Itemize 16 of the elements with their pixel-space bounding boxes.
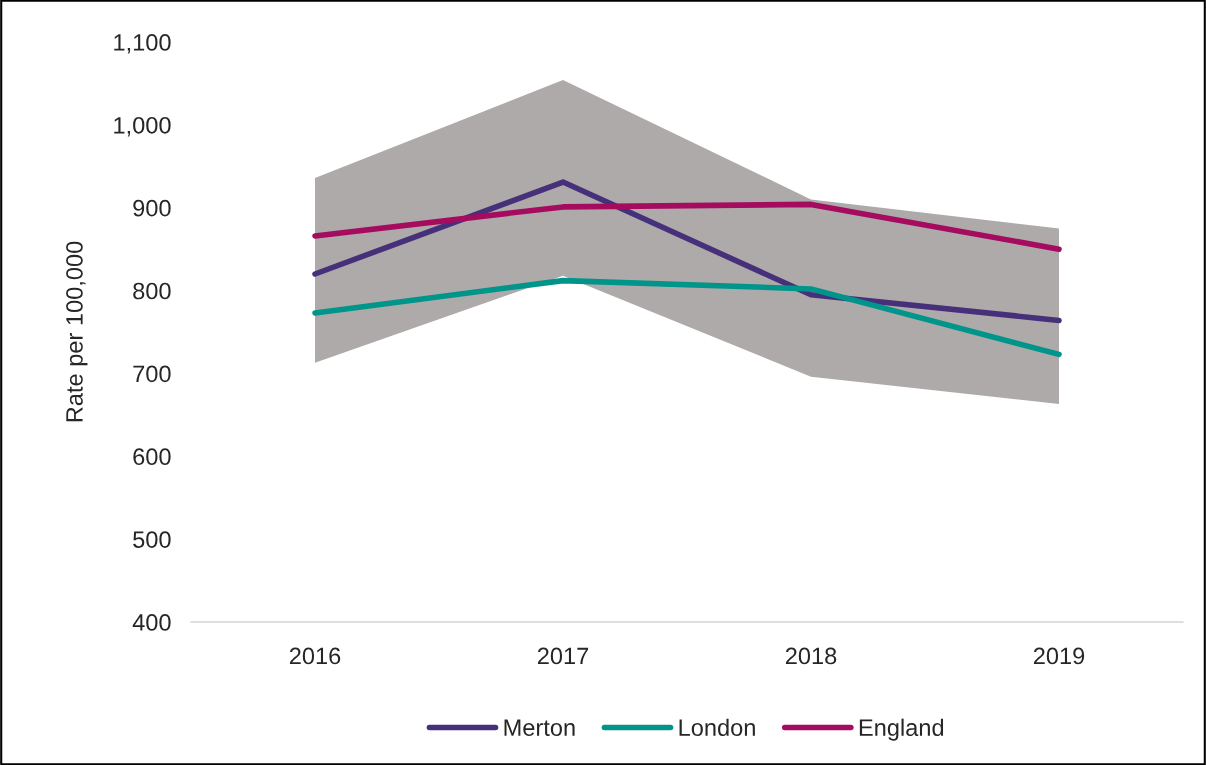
x-tick-label: 2019 xyxy=(1033,647,1085,665)
y-tick-label: 1,000 xyxy=(114,116,171,137)
y-tick-label: 900 xyxy=(133,199,171,217)
y-tick-label: 700 xyxy=(133,365,171,383)
x-tick-label: 2016 xyxy=(289,647,341,665)
y-tick-label: 800 xyxy=(133,282,171,300)
y-tick-label: 600 xyxy=(133,448,171,466)
y-tick-label: 1,100 xyxy=(114,34,171,54)
x-tick-label: 2017 xyxy=(537,647,589,665)
legend-label: Merton xyxy=(504,719,575,736)
y-tick-label: 400 xyxy=(132,614,171,631)
legend-label: England xyxy=(859,718,944,741)
y-axis-title: Rate per 100,000 xyxy=(66,241,88,422)
legend-label: London xyxy=(679,718,755,736)
x-tick-label: 2018 xyxy=(785,647,837,665)
y-tick-label: 500 xyxy=(133,531,171,548)
